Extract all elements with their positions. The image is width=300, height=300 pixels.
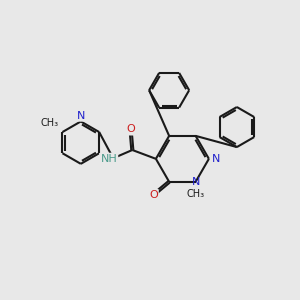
Text: CH₃: CH₃	[187, 189, 205, 199]
Text: N: N	[76, 110, 85, 121]
Text: N: N	[212, 154, 220, 164]
Text: CH₃: CH₃	[40, 118, 58, 128]
Text: N: N	[191, 177, 200, 187]
Text: O: O	[127, 124, 135, 134]
Text: NH: NH	[100, 154, 117, 164]
Text: O: O	[149, 190, 158, 200]
